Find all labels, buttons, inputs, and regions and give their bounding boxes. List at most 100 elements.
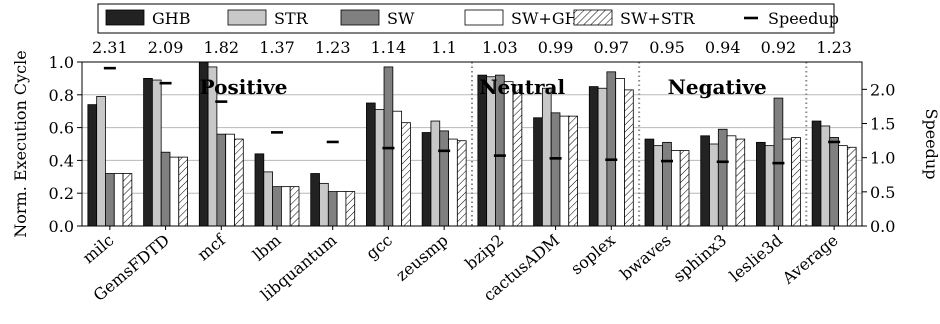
bar-str-gcc xyxy=(374,109,385,227)
bar-sw-ghb-libquantum xyxy=(336,191,347,227)
y-tick-label: 0.4 xyxy=(49,151,74,170)
legend-swatch-str xyxy=(227,9,267,26)
speedup-value-label: 1.37 xyxy=(259,38,295,57)
bar-sw-str-gemsfdtd xyxy=(178,156,188,227)
bar-sw-str-milc xyxy=(122,173,133,227)
bar-sw-ghb-average xyxy=(838,145,848,227)
bar-str-leslie3d xyxy=(764,145,775,227)
speedup-value-label: 0.92 xyxy=(761,38,797,57)
bar-sw-mcf xyxy=(216,133,227,227)
bar-sw-str-average xyxy=(846,146,857,227)
bar-sw-str-bwaves xyxy=(679,150,690,227)
bar-ghb-soplex xyxy=(588,86,599,227)
y2-tick-label: 0.0 xyxy=(870,217,895,236)
region-separators xyxy=(471,62,808,226)
bar-sw-gemsfdtd xyxy=(160,151,171,227)
bar-sw-cactusadm xyxy=(550,112,561,227)
legend-label-ghb: GHB xyxy=(152,9,191,28)
legend-label-sw: SW xyxy=(387,9,415,28)
legend-label-speedup: Speedup xyxy=(768,9,839,28)
speedup-value-label: 1.23 xyxy=(315,38,351,57)
bar-sw-sphinx3 xyxy=(717,128,728,227)
bar-ghb-libquantum xyxy=(310,173,320,227)
legend-label-sw-str: SW+STR xyxy=(620,9,695,28)
region-label-neutral: Neutral xyxy=(479,75,565,99)
y-tick-label: 0.8 xyxy=(49,86,74,105)
bar-sw-ghb-lbm xyxy=(280,186,291,227)
bar-sw-ghb-gemsfdtd xyxy=(169,156,180,227)
y2-tick-label: 2.0 xyxy=(870,80,895,99)
bar-sw-str-soplex xyxy=(624,89,634,227)
speedup-value-label: 1.03 xyxy=(482,38,518,57)
speedup-value-label: 2.09 xyxy=(148,38,184,57)
bar-str-zeusmp xyxy=(430,120,441,227)
y-tick-label: 0.2 xyxy=(49,184,74,203)
bar-sw-libquantum xyxy=(327,191,338,227)
bar-str-libquantum xyxy=(319,182,329,227)
legend-label-str: STR xyxy=(274,9,309,28)
bar-sw-zeusmp xyxy=(439,130,449,227)
x-tick-label-gcc: gcc xyxy=(362,230,396,263)
bar-sw-ghb-milc xyxy=(113,173,124,227)
bar-sw-ghb-leslie3d xyxy=(782,138,793,227)
bar-sw-ghb-gcc xyxy=(392,110,403,227)
bar-ghb-average xyxy=(811,120,822,227)
x-tick-label-sphinx3: sphinx3 xyxy=(670,231,731,286)
x-tick-label-zeusmp: zeusmp xyxy=(392,231,452,285)
bar-ghb-leslie3d xyxy=(756,141,766,227)
legend-swatch-sw-ghb xyxy=(464,9,504,26)
speedup-labels: 2.31 2.09 1.82 1.37 1.23 1.14 1.1 1.03 0.99 0.97 0… xyxy=(92,38,852,57)
y2-tick-label: 1.0 xyxy=(870,149,895,168)
bar-sw-str-cactusadm xyxy=(568,115,578,227)
y-axis-label: Norm. Execution Cycle xyxy=(11,50,30,237)
bar-str-bwaves xyxy=(653,145,663,227)
y-tick-label: 0.0 xyxy=(49,217,74,236)
x-tick-label-leslie3d: leslie3d xyxy=(726,231,786,286)
legend-swatch-sw xyxy=(340,9,380,26)
bar-ghb-zeusmp xyxy=(421,132,432,227)
bar-ghb-lbm xyxy=(254,153,265,227)
x-tick-label-milc: milc xyxy=(79,230,118,267)
x-tick-label-mcf: mcf xyxy=(194,230,230,265)
region-annotations: Positive Neutral Negative xyxy=(200,75,767,99)
bar-str-gemsfdtd xyxy=(151,79,162,227)
speedup-value-label: 1.82 xyxy=(203,38,239,57)
y2-tick-label: 0.5 xyxy=(870,183,895,202)
speedup-value-label: 1.23 xyxy=(816,38,852,57)
bar-sw-soplex xyxy=(606,71,617,227)
bar-sw-ghb-cactusadm xyxy=(559,115,570,227)
bar-sw-str-leslie3d xyxy=(791,137,801,227)
bar-sw-lbm xyxy=(272,186,282,227)
bar-sw-str-lbm xyxy=(289,186,300,227)
bar-sw-str-sphinx3 xyxy=(735,138,746,227)
bar-ghb-bwaves xyxy=(644,138,655,227)
speedup-value-label: 0.95 xyxy=(649,38,685,57)
bar-sw-ghb-mcf xyxy=(225,133,235,227)
bar-sw-ghb-bzip2 xyxy=(503,81,514,227)
y2-tick-label: 1.5 xyxy=(870,115,895,134)
bar-ghb-gcc xyxy=(366,102,376,227)
bar-str-sphinx3 xyxy=(709,143,719,227)
bar-sw-average xyxy=(829,137,839,227)
bar-str-soplex xyxy=(597,87,608,227)
x-tick-label-bwaves: bwaves xyxy=(616,231,674,284)
bar-ghb-cactusadm xyxy=(533,117,543,227)
legend-swatch-ghb xyxy=(105,9,145,26)
bar-sw-ghb-soplex xyxy=(615,78,625,227)
y-tick-label: 1.0 xyxy=(49,53,74,72)
speedup-value-label: 2.31 xyxy=(92,38,128,57)
bar-sw-str-libquantum xyxy=(345,191,356,227)
bar-sw-str-gcc xyxy=(401,122,411,227)
bar-str-lbm xyxy=(263,171,273,227)
speedup-value-label: 0.97 xyxy=(593,38,629,57)
bar-sw-str-bzip2 xyxy=(512,84,523,227)
region-label-positive: Positive xyxy=(200,75,288,99)
bar-sw-bwaves xyxy=(662,141,672,227)
bar-sw-str-mcf xyxy=(234,138,244,227)
plot-frame xyxy=(81,61,863,227)
bar-ghb-gemsfdtd xyxy=(143,78,153,227)
x-tick-label-lbm: lbm xyxy=(249,231,285,265)
bar-sw-ghb-sphinx3 xyxy=(726,135,737,227)
bar-str-bzip2 xyxy=(486,76,496,227)
